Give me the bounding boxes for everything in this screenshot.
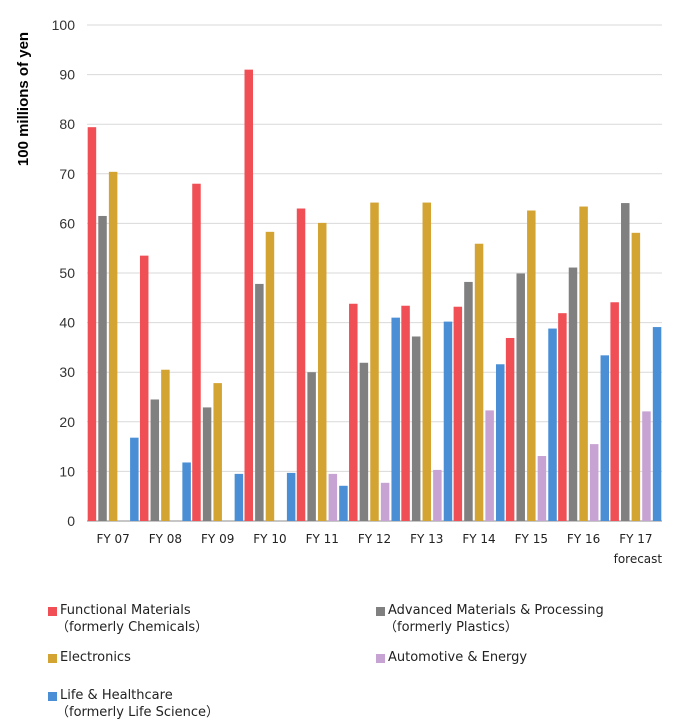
legend-label: Advanced Materials & Processing xyxy=(388,603,604,618)
legend-label: Electronics xyxy=(60,650,131,665)
bar xyxy=(234,473,244,521)
bar xyxy=(411,336,421,521)
x-tick-label: FY 13 xyxy=(410,532,443,546)
y-tick-label: 90 xyxy=(59,67,75,83)
bar xyxy=(642,411,651,521)
bar xyxy=(568,267,578,521)
bar xyxy=(485,410,494,521)
bar xyxy=(631,232,641,521)
y-tick-label: 20 xyxy=(59,414,75,430)
legend-item-life-healthcare: Life & Healthcare （formerly Life Science… xyxy=(48,687,219,721)
legend-swatch xyxy=(376,654,385,663)
bar xyxy=(328,473,338,521)
y-tick-label: 30 xyxy=(59,364,75,380)
bar-chart: 0 10 20 30 40 50 60 70 80 90 100 FY 07 FY 08 FY 09 FY … xyxy=(15,17,663,566)
bar xyxy=(558,313,567,521)
x-tick-label: FY 17 xyxy=(619,532,652,546)
x-tick-label: FY 16 xyxy=(567,532,600,546)
legend-swatch xyxy=(48,607,57,616)
legend-label: Life & Healthcare xyxy=(60,688,173,703)
bar xyxy=(150,399,160,521)
legend-swatch xyxy=(48,692,57,701)
bar xyxy=(359,362,369,521)
x-tick-sublabel: forecast xyxy=(614,552,663,566)
legend-note: （formerly Plastics） xyxy=(384,620,518,635)
y-tick-label: 60 xyxy=(59,215,75,231)
bar xyxy=(108,171,118,522)
bar xyxy=(579,206,588,521)
bar xyxy=(516,273,525,521)
x-tick-label: FY 14 xyxy=(462,532,495,546)
bar xyxy=(349,303,358,521)
bar xyxy=(202,407,212,521)
bars xyxy=(87,69,662,522)
y-tick-label: 40 xyxy=(59,315,75,331)
bar xyxy=(401,305,410,521)
bar xyxy=(161,369,170,521)
y-tick-label: 70 xyxy=(59,166,75,182)
axes: 0 10 20 30 40 50 60 70 80 90 100 FY 07 FY 08 FY 09 FY … xyxy=(52,17,663,566)
legend-swatch xyxy=(376,607,385,616)
x-tick-label: FY 07 xyxy=(96,532,129,546)
bar xyxy=(244,69,254,521)
y-tick-label: 80 xyxy=(59,116,75,132)
x-tick-label: FY 09 xyxy=(201,532,234,546)
bar xyxy=(537,456,547,521)
bar xyxy=(370,202,379,521)
bar xyxy=(255,283,264,521)
bar xyxy=(391,317,400,521)
x-tick-label: FY 10 xyxy=(253,532,286,546)
legend-swatch xyxy=(48,654,57,663)
bar xyxy=(548,328,557,521)
bar xyxy=(296,208,306,521)
bar xyxy=(422,202,432,521)
bar xyxy=(652,327,662,521)
bar xyxy=(610,302,619,521)
bar xyxy=(339,485,348,521)
bar xyxy=(130,437,139,521)
bar xyxy=(505,337,515,521)
bar xyxy=(307,372,316,521)
bar xyxy=(87,127,97,522)
bar xyxy=(474,243,484,521)
bar xyxy=(495,364,505,521)
bar xyxy=(433,469,442,521)
bar xyxy=(317,222,327,522)
bar xyxy=(265,231,275,521)
x-tick-label: FY 12 xyxy=(358,532,391,546)
y-tick-label: 50 xyxy=(59,265,75,281)
bar xyxy=(286,472,296,521)
bar xyxy=(621,203,630,521)
legend-note: （formerly Life Science） xyxy=(56,705,220,720)
y-tick-label: 100 xyxy=(52,17,76,33)
y-axis-title: 100 millions of yen xyxy=(15,32,32,166)
bar xyxy=(443,321,453,521)
legend-note: （formerly Chemicals） xyxy=(56,620,209,635)
bar xyxy=(453,306,463,521)
legend-item-electronics: Electronics xyxy=(48,649,131,666)
x-tick-label: FY 11 xyxy=(306,532,339,546)
bar xyxy=(213,383,222,521)
bar xyxy=(589,444,599,521)
bar xyxy=(527,210,536,521)
bar xyxy=(182,462,191,521)
x-tick-label: FY 08 xyxy=(149,532,182,546)
y-tick-label: 10 xyxy=(59,463,75,479)
bar xyxy=(600,355,610,521)
bar xyxy=(139,255,149,521)
y-tick-label: 0 xyxy=(67,513,75,529)
legend-item-automotive-energy: Automotive & Energy xyxy=(376,649,527,666)
legend-label: Functional Materials xyxy=(60,603,191,618)
bar xyxy=(380,482,390,521)
legend-item-advanced-materials: Advanced Materials & Processing （formerl… xyxy=(376,602,604,636)
legend-label: Automotive & Energy xyxy=(388,650,528,665)
bar xyxy=(98,215,107,521)
x-tick-label: FY 15 xyxy=(515,532,548,546)
bar xyxy=(192,183,201,521)
bar xyxy=(464,281,473,521)
legend-item-functional-materials: Functional Materials （formerly Chemicals… xyxy=(48,602,208,636)
